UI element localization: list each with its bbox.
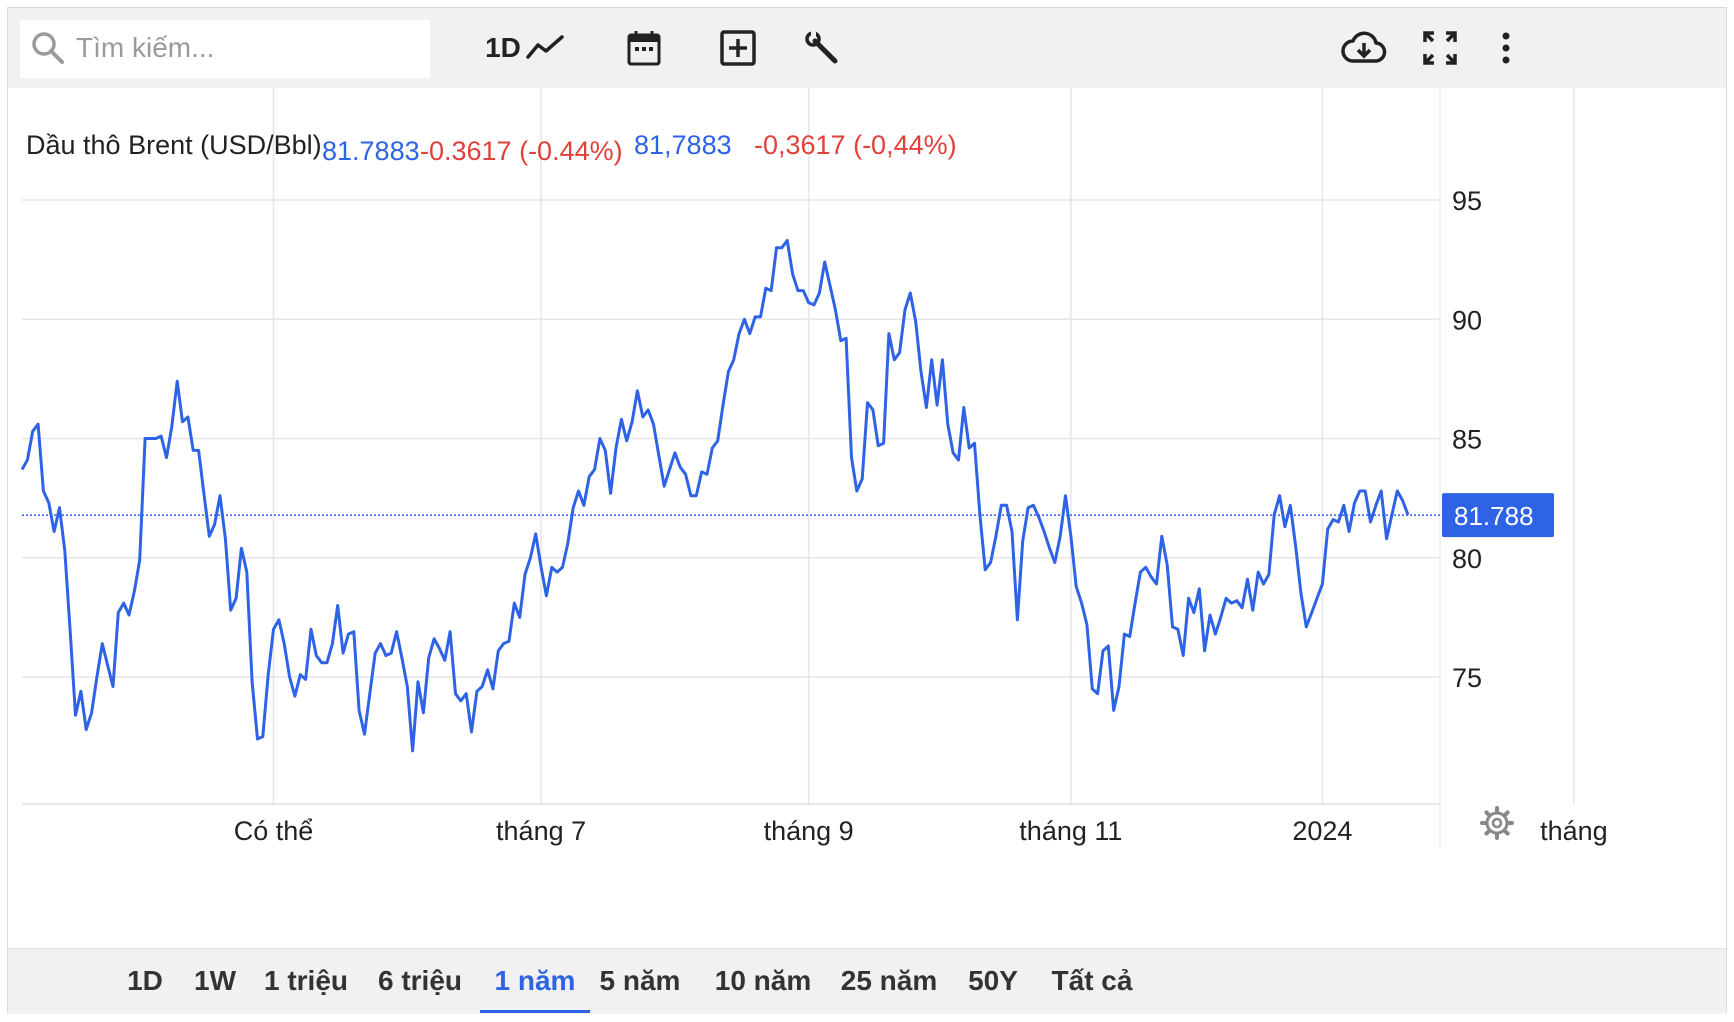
cloud-download-icon[interactable] xyxy=(1338,24,1390,72)
x-tick-label: tháng 9 xyxy=(764,816,854,846)
y-tick-label: 90 xyxy=(1452,305,1482,335)
legend-title: Dầu thô Brent (USD/Bbl) xyxy=(26,130,322,160)
more-vertical-icon[interactable] xyxy=(1486,24,1526,72)
fullscreen-icon[interactable] xyxy=(1416,24,1464,72)
x-tick-label: tháng xyxy=(1540,816,1608,846)
search-box[interactable] xyxy=(20,20,430,78)
legend-price-local: 81,7883 xyxy=(634,130,732,160)
y-tick-label: 95 xyxy=(1452,186,1482,216)
calendar-icon[interactable] xyxy=(620,24,668,72)
range-button[interactable]: 25 năm xyxy=(840,965,938,996)
legend-change: -0.3617 (-0.44%) xyxy=(420,136,623,166)
line-chart-icon[interactable] xyxy=(520,24,570,72)
range-button[interactable]: 6 triệu xyxy=(377,965,463,996)
last-value-label: 81.788 xyxy=(1454,501,1534,531)
x-tick-label: Có thể xyxy=(234,816,314,846)
legend-change-local: -0,3617 (-0,44%) xyxy=(754,130,957,160)
search-icon xyxy=(30,30,66,71)
y-tick-label: 85 xyxy=(1452,425,1482,455)
settings-icon[interactable] xyxy=(1480,806,1514,840)
range-button[interactable]: 5 năm xyxy=(599,965,681,996)
x-tick-label: tháng 7 xyxy=(496,816,586,846)
price-chart[interactable]: Có thể tháng 7 tháng 9 tháng 11 2024 tháng 95… xyxy=(8,88,1726,948)
x-tick-label: 2024 xyxy=(1292,816,1352,846)
legend-price: 81.7883 xyxy=(322,136,420,166)
y-tick-label: 80 xyxy=(1452,544,1482,574)
range-button[interactable]: 1 năm xyxy=(480,949,590,1013)
wrench-icon[interactable] xyxy=(798,24,846,72)
range-button[interactable]: 1 triệu xyxy=(263,965,349,996)
range-selector: 1D 1W 1 triệu 6 triệu 1 năm 5 năm 10 năm 25 năm… xyxy=(8,948,1726,1014)
chart-widget: 1D Có thể tháng 7 tháng 9 tháng 11 2024 tháng… xyxy=(7,7,1727,1014)
chart-area[interactable]: Có thể tháng 7 tháng 9 tháng 11 2024 tháng 95… xyxy=(8,88,1726,948)
range-button[interactable]: 10 năm xyxy=(714,965,812,996)
price-line xyxy=(20,239,1410,753)
range-button[interactable]: Tất cả xyxy=(1051,965,1133,996)
range-button[interactable]: 1W xyxy=(194,965,236,996)
interval-button[interactable]: 1D xyxy=(485,32,521,63)
last-value-badge xyxy=(1442,493,1554,538)
x-tick-label: tháng 11 xyxy=(1019,816,1122,846)
range-button[interactable]: 1D xyxy=(127,965,163,996)
y-tick-label: 75 xyxy=(1452,663,1482,693)
search-input[interactable] xyxy=(76,28,416,68)
add-indicator-icon[interactable] xyxy=(714,24,762,72)
range-button[interactable]: 50Y xyxy=(968,965,1018,996)
toolbar: 1D xyxy=(8,8,1726,88)
